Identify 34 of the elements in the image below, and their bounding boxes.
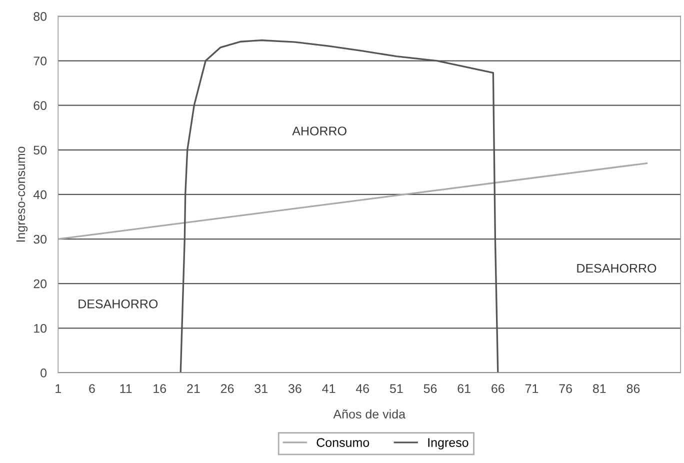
annotation: DESAHORRO xyxy=(577,264,656,273)
y-tick-label: 0 xyxy=(40,368,47,378)
y-tick-label: 70 xyxy=(34,56,47,66)
legend-label: Consumo xyxy=(316,438,370,447)
x-axis-title: Años de vida xyxy=(333,409,406,419)
annotation: AHORRO xyxy=(292,126,346,136)
x-tick-label: 21 xyxy=(187,384,200,393)
y-tick-label: 30 xyxy=(34,234,47,244)
x-tick-label: 61 xyxy=(458,384,470,394)
x-tick-label: 46 xyxy=(356,384,369,394)
x-tick-label: 81 xyxy=(592,384,606,394)
x-tick-label: 26 xyxy=(220,384,234,394)
y-tick-label: 50 xyxy=(34,146,47,155)
x-tick-label: 6 xyxy=(89,384,95,394)
y-tick-label: 80 xyxy=(34,12,47,21)
x-tick-label: 31 xyxy=(254,384,268,394)
y-tick-label: 40 xyxy=(33,190,47,200)
annotation: DESAHORRO xyxy=(78,299,158,308)
y-tick-label: 10 xyxy=(34,324,47,333)
legend-label: Ingreso xyxy=(428,438,468,450)
x-tick-label: 1 xyxy=(56,384,62,393)
y-tick-label: 20 xyxy=(34,279,47,288)
x-tick-label: 41 xyxy=(322,384,336,393)
x-tick-label: 11 xyxy=(120,384,132,393)
x-tick-label: 76 xyxy=(559,384,572,394)
x-tick-label: 66 xyxy=(492,384,504,394)
y-tick-label: 60 xyxy=(34,101,47,110)
x-tick-label: 71 xyxy=(525,384,538,393)
x-tick-label: 51 xyxy=(390,384,403,394)
x-tick-label: 86 xyxy=(626,384,640,394)
x-tick-label: 56 xyxy=(424,384,437,394)
x-tick-label: 16 xyxy=(154,384,166,394)
y-axis-title: Ingreso-consumo xyxy=(16,146,28,242)
x-tick-label: 36 xyxy=(288,384,302,394)
